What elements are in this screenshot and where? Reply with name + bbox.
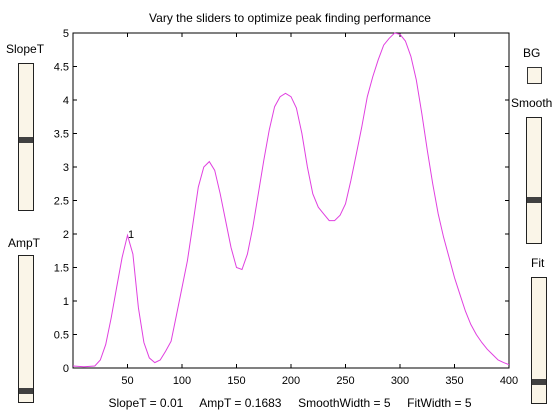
x-tick-label: 200 xyxy=(282,375,300,387)
x-tick-label: 300 xyxy=(391,375,409,387)
x-tick-label: 350 xyxy=(445,375,463,387)
y-tick-label: 1 xyxy=(63,296,69,308)
x-tick-label: 400 xyxy=(500,375,518,387)
x-tick-label: 150 xyxy=(227,375,245,387)
y-tick-label: 3.5 xyxy=(54,129,69,141)
y-tick-label: 0.5 xyxy=(54,330,69,342)
smooth-slider[interactable] xyxy=(526,117,542,244)
y-axis-ticks: 0 0.5 1 1.5 2 2.5 3 3.5 4 4.5 5 xyxy=(54,28,509,375)
y-tick-label: 4 xyxy=(63,95,69,107)
peak-marker-label: 1 xyxy=(128,229,134,241)
ampt-slider[interactable] xyxy=(18,255,34,403)
ampt-slider-thumb[interactable] xyxy=(19,387,33,394)
x-tick-label: 50 xyxy=(121,375,133,387)
signal-line xyxy=(72,32,510,368)
y-tick-label: 2 xyxy=(63,229,69,241)
y-tick-label: 1.5 xyxy=(54,263,69,275)
bg-toggle-button[interactable] xyxy=(527,67,542,84)
fit-slider[interactable] xyxy=(531,277,547,404)
fit-label: Fit xyxy=(531,256,545,270)
plot-title: Vary the sliders to optimize peak findin… xyxy=(149,11,431,25)
x-tick-label: 250 xyxy=(336,375,354,387)
y-tick-label: 5 xyxy=(63,28,69,40)
smooth-slider-thumb[interactable] xyxy=(527,196,541,203)
fit-slider-thumb[interactable] xyxy=(532,379,546,386)
slopet-slider[interactable] xyxy=(18,63,34,211)
plot-axes-box xyxy=(72,32,510,369)
y-tick-label: 3 xyxy=(63,162,69,174)
bg-label: BG xyxy=(523,46,541,60)
status-readout: SlopeT = 0.01 AmpT = 0.1683 SmoothWidth … xyxy=(108,396,471,410)
slopet-label: SlopeT xyxy=(6,42,45,56)
smooth-label: Smooth xyxy=(511,96,553,110)
ampt-label: AmpT xyxy=(8,236,41,250)
y-tick-label: 4.5 xyxy=(54,62,69,74)
y-tick-label: 2.5 xyxy=(54,196,69,208)
y-tick-label: 0 xyxy=(63,363,69,375)
x-tick-label: 100 xyxy=(173,375,191,387)
x-axis-ticks: 50 100 150 200 250 300 350 400 xyxy=(121,33,518,387)
slopet-slider-thumb[interactable] xyxy=(19,136,33,143)
